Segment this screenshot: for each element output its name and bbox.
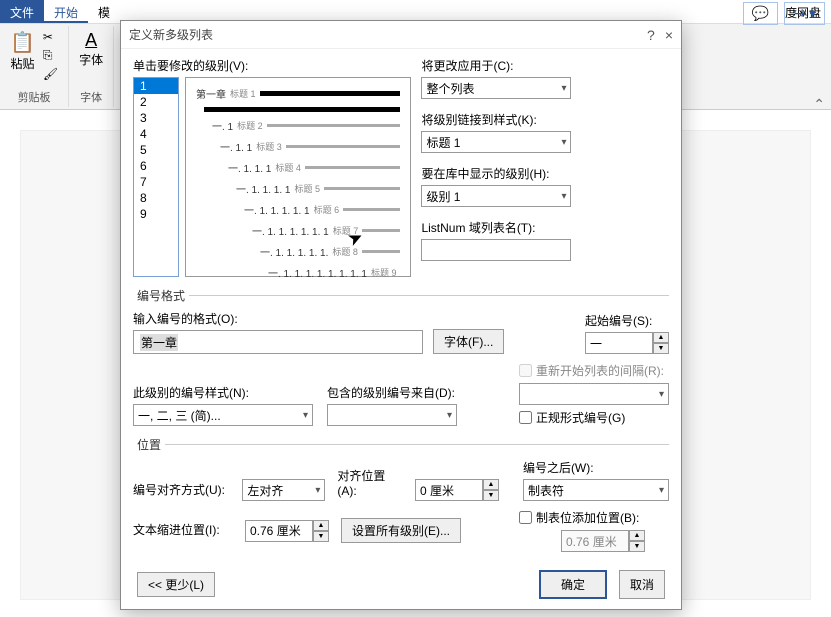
preview-line: 一. 1. 1. 1. 1. 1.标题 8 <box>260 244 400 259</box>
legal-format-label: 正规形式编号(G) <box>536 409 625 426</box>
dialog-title: 定义新多级列表 <box>129 26 213 43</box>
format-legend: 编号格式 <box>133 287 189 304</box>
number-style-label: 此级别的编号样式(N): <box>133 384 313 401</box>
spin-up-icon[interactable]: ▲ <box>653 332 669 343</box>
paste-button[interactable]: 📋 粘贴 <box>6 26 39 85</box>
apply-to-select[interactable]: 整个列表▾ <box>421 77 571 99</box>
preview-line: 第一章标题 1 <box>196 86 400 101</box>
tabstop-label: 制表位添加位置(B): <box>536 509 639 526</box>
number-format-input[interactable]: 第一章 <box>133 330 423 354</box>
text-indent-label: 文本缩进位置(I): <box>133 521 233 538</box>
start-at-spinner[interactable]: ▲▼ <box>585 332 669 354</box>
aligned-at-label: 对齐位置(A): <box>337 467 403 498</box>
expand-ribbon-icon[interactable]: ⌃ <box>813 96 825 113</box>
level-item[interactable]: 7 <box>134 174 178 190</box>
clipboard-icon: 📋 <box>10 30 35 55</box>
font-button-dlg[interactable]: 字体(F)... <box>433 329 504 354</box>
level-item[interactable]: 9 <box>134 206 178 222</box>
cut-icon[interactable]: ✂ <box>43 30 58 44</box>
level-item[interactable]: 5 <box>134 142 178 158</box>
follow-number-select[interactable]: 制表符▾ <box>523 479 669 501</box>
copy-icon[interactable]: ⎘ <box>43 48 58 63</box>
legal-format-checkbox[interactable] <box>519 411 532 424</box>
level-item[interactable]: 8 <box>134 190 178 206</box>
preview-line: 一. 1. 1. 1. 1. 1. 1标题 7 <box>252 223 400 238</box>
preview-line <box>204 107 400 112</box>
number-style-select[interactable]: 一, 二, 三 (简)...▾ <box>133 404 313 426</box>
level-list-label: 单击要修改的级别(V): <box>133 57 411 74</box>
level-item[interactable]: 3 <box>134 110 178 126</box>
preview-pane: ➤ 第一章标题 1一. 1标题 2一. 1. 1标题 3一. 1. 1. 1标题… <box>185 77 411 277</box>
alignment-select[interactable]: 左对齐▾ <box>242 479 325 501</box>
group-clipboard-label: 剪贴板 <box>18 89 51 107</box>
link-style-select[interactable]: 标题 1▾ <box>421 131 571 153</box>
level-listbox[interactable]: 123456789 <box>133 77 179 277</box>
help-icon[interactable]: ? <box>647 27 655 43</box>
level-item[interactable]: 2 <box>134 94 178 110</box>
link-style-label: 将级别链接到样式(K): <box>421 111 571 128</box>
level-item[interactable]: 1 <box>134 78 178 94</box>
spin-down-icon[interactable]: ▼ <box>653 343 669 354</box>
tabstop-checkbox[interactable] <box>519 511 532 524</box>
listnum-input[interactable] <box>421 239 571 261</box>
preview-line: 一. 1. 1. 1. 1. 1标题 6 <box>244 202 400 217</box>
level-item[interactable]: 4 <box>134 126 178 142</box>
start-at-label: 起始编号(S): <box>585 312 669 329</box>
ok-button[interactable]: 确定 <box>539 570 607 599</box>
group-font-label: 字体 <box>80 89 102 107</box>
aligned-at-spinner[interactable]: ▲▼ <box>415 479 499 501</box>
preview-line: 一. 1. 1标题 3 <box>220 139 400 154</box>
restart-label: 重新开始列表的间隔(R): <box>536 362 664 379</box>
less-button[interactable]: << 更少(L) <box>137 572 215 597</box>
tab-home[interactable]: 开始 <box>44 0 88 23</box>
level-item[interactable]: 6 <box>134 158 178 174</box>
font-icon: A <box>85 30 97 51</box>
share-icon[interactable]: ↪ ▾ <box>784 2 825 25</box>
restart-select: ▾ <box>519 383 669 405</box>
preview-line: 一. 1. 1. 1. 1标题 5 <box>236 181 400 196</box>
tabstop-spinner: ▲▼ <box>561 530 669 552</box>
tab-file[interactable]: 文件 <box>0 0 44 23</box>
follow-number-label: 编号之后(W): <box>523 459 669 476</box>
set-all-levels-button[interactable]: 设置所有级别(E)... <box>341 518 461 543</box>
font-button[interactable]: A 字体 <box>75 26 107 72</box>
restart-checkbox <box>519 364 532 377</box>
apply-to-label: 将更改应用于(C): <box>421 57 571 74</box>
alignment-label: 编号对齐方式(U): <box>133 481 230 498</box>
define-multilevel-list-dialog: 定义新多级列表 ? × 单击要修改的级别(V): 123456789 ➤ 第一章… <box>120 20 682 610</box>
include-from-label: 包含的级别编号来自(D): <box>327 384 457 401</box>
listnum-label: ListNum 域列表名(T): <box>421 219 571 236</box>
position-legend: 位置 <box>133 436 165 453</box>
comment-icon[interactable]: 💬 <box>743 2 778 25</box>
preview-line: 一. 1. 1. 1. 1. 1. 1. 1. 1标题 9 <box>268 265 400 280</box>
close-icon[interactable]: × <box>665 27 673 43</box>
preview-line: 一. 1标题 2 <box>212 118 400 133</box>
gallery-level-label: 要在库中显示的级别(H): <box>421 165 571 182</box>
preview-line: 一. 1. 1. 1标题 4 <box>228 160 400 175</box>
cancel-button[interactable]: 取消 <box>619 570 665 599</box>
tab-other[interactable]: 模 <box>88 0 120 23</box>
dialog-titlebar: 定义新多级列表 ? × <box>121 21 681 49</box>
enter-format-label: 输入编号的格式(O): <box>133 310 423 327</box>
include-from-select[interactable]: ▾ <box>327 404 457 426</box>
gallery-level-select[interactable]: 级别 1▾ <box>421 185 571 207</box>
text-indent-spinner[interactable]: ▲▼ <box>245 520 329 542</box>
format-painter-icon[interactable]: 🖌 <box>43 67 58 81</box>
